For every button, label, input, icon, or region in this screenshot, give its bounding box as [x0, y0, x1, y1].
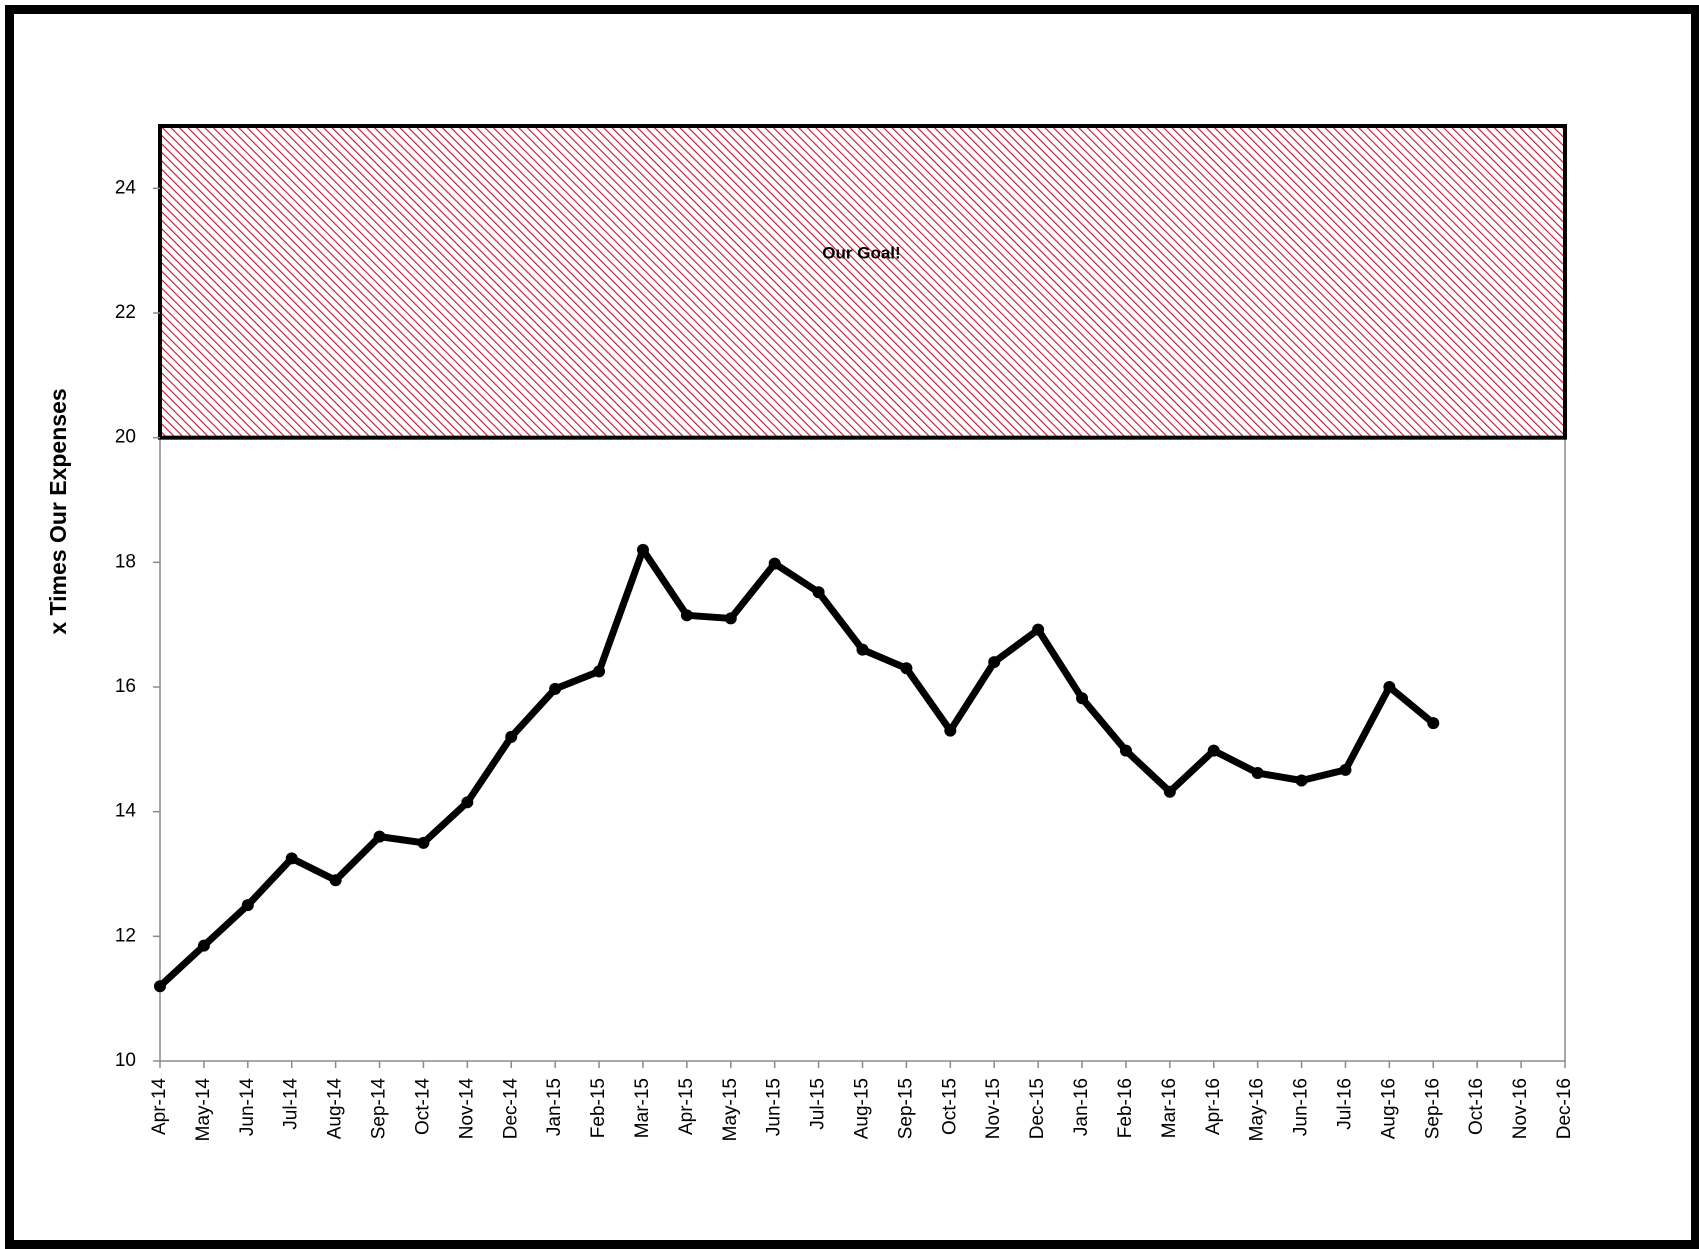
- data-point: [1163, 785, 1176, 798]
- data-point: [549, 682, 562, 695]
- y-tick-label: 16: [115, 676, 136, 697]
- data-point: [197, 939, 210, 952]
- series-line: [156, 546, 1437, 990]
- y-tick-label: 24: [115, 177, 137, 198]
- data-point: [1119, 744, 1132, 757]
- y-tick-label: 10: [115, 1050, 136, 1071]
- x-tick-label: Apr-16: [1203, 1078, 1224, 1135]
- x-tick-label: May-14: [193, 1078, 214, 1142]
- x-tick-label: Jul-15: [808, 1078, 829, 1130]
- x-tick-label: Feb-16: [1115, 1078, 1136, 1138]
- x-tick-label: Feb-15: [588, 1078, 609, 1138]
- data-point: [154, 980, 166, 993]
- x-tick-label: Jul-14: [281, 1078, 302, 1130]
- data-point: [1251, 767, 1264, 780]
- x-tick-label: Nov-14: [456, 1078, 477, 1140]
- x-tick-label: Aug-14: [325, 1078, 346, 1140]
- y-tick-label: 18: [115, 551, 136, 572]
- data-point: [1427, 717, 1440, 730]
- x-tick-label: Oct-14: [412, 1078, 433, 1135]
- x-tick-label: Apr-15: [676, 1078, 697, 1135]
- x-tick-label: Oct-16: [1466, 1078, 1487, 1135]
- data-point: [900, 662, 913, 675]
- x-tick-label: Jul-16: [1334, 1078, 1355, 1130]
- x-tick-label: Aug-16: [1378, 1078, 1399, 1139]
- x-tick-label: Dec-14: [500, 1078, 521, 1140]
- data-point: [593, 665, 606, 678]
- data-point: [241, 899, 254, 912]
- x-tick-label: Sep-15: [895, 1078, 916, 1139]
- data-point: [1032, 623, 1045, 636]
- x-tick-label: Aug-15: [852, 1078, 873, 1139]
- data-point: [988, 656, 1001, 669]
- data-point: [1076, 692, 1089, 705]
- x-tick-label: Apr-14: [149, 1078, 170, 1135]
- x-tick-label: Oct-15: [939, 1078, 960, 1135]
- x-tick-label: Sep-16: [1422, 1078, 1443, 1139]
- x-tick-label: Jun-15: [764, 1078, 785, 1136]
- data-point: [285, 852, 298, 865]
- y-tick-label: 12: [115, 925, 136, 946]
- x-tick-label: May-16: [1247, 1078, 1268, 1141]
- data-point: [1339, 763, 1352, 776]
- goal-band-label: Our Goal!: [822, 243, 900, 262]
- data-point: [856, 643, 869, 656]
- data-point: [417, 836, 430, 849]
- x-tick-label: May-15: [720, 1078, 741, 1141]
- data-point: [505, 730, 518, 743]
- x-tick-label: Mar-16: [1159, 1078, 1180, 1138]
- y-tick-label: 14: [115, 801, 137, 822]
- data-point: [812, 586, 825, 599]
- x-tick-label: Jun-14: [237, 1078, 258, 1137]
- data-point: [1207, 744, 1220, 757]
- x-tick-label: Jan-16: [1071, 1078, 1092, 1136]
- data-point: [636, 543, 649, 556]
- data-point: [461, 796, 474, 809]
- y-axis-label: x Times Our Expenses: [45, 388, 71, 634]
- y-tick-label: 20: [115, 427, 136, 448]
- data-point: [680, 609, 693, 622]
- x-tick-label: Mar-15: [632, 1078, 653, 1138]
- data-point: [1295, 774, 1308, 787]
- goal-band: [158, 124, 1567, 440]
- data-point: [724, 612, 737, 625]
- x-tick-label: Nov-16: [1510, 1078, 1531, 1139]
- x-tick-label: Jun-16: [1291, 1078, 1312, 1136]
- data-point: [944, 724, 957, 737]
- data-point: [1383, 681, 1396, 693]
- x-tick-label: Dec-16: [1554, 1078, 1575, 1139]
- x-tick-label: Nov-15: [983, 1078, 1004, 1139]
- x-tick-label: Dec-15: [1027, 1078, 1048, 1139]
- y-tick-label: 22: [115, 302, 136, 323]
- data-point: [768, 557, 781, 570]
- data-point: [329, 874, 342, 887]
- data-point: [373, 830, 386, 843]
- x-tick-label: Sep-14: [369, 1078, 390, 1140]
- x-tick-label: Jan-15: [544, 1078, 565, 1136]
